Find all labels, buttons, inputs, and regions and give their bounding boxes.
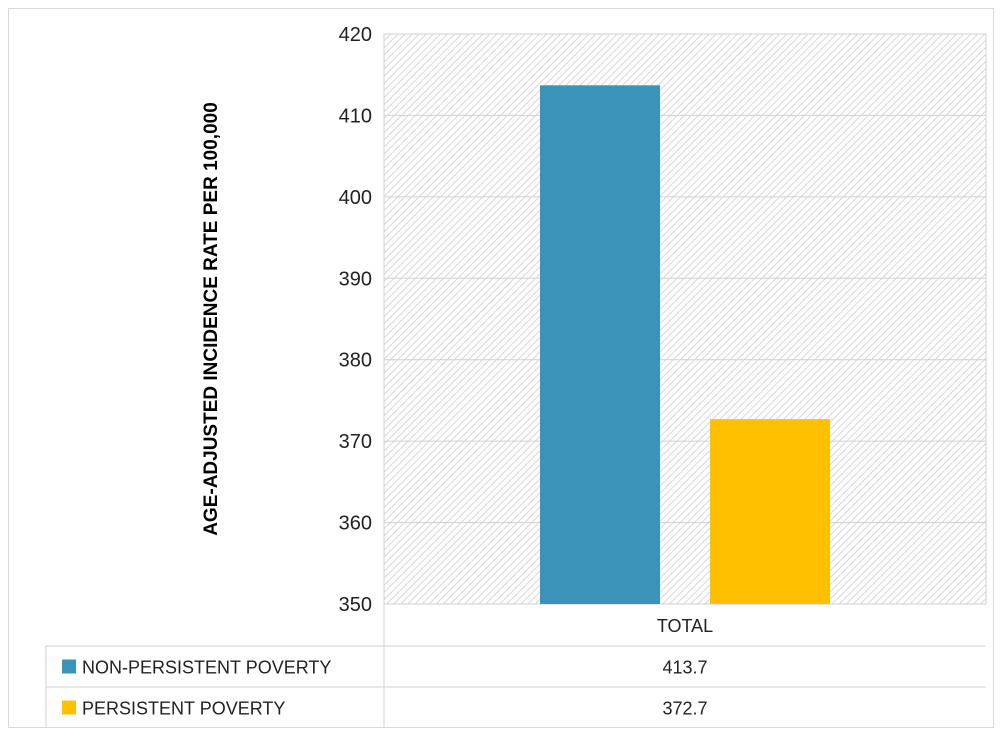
y-tick-label: 350 <box>339 594 372 616</box>
data-label: 413.7 <box>662 658 707 678</box>
chart-frame <box>8 8 994 728</box>
y-axis-label: AGE-ADJUSTED INCIDENCE RATE PER 100,000 <box>201 102 222 536</box>
y-tick-label: 400 <box>339 187 372 209</box>
data-label: 372.7 <box>662 699 707 719</box>
legend-label: NON-PERSISTENT POVERTY <box>82 658 331 678</box>
y-tick-labels: 350 360 370 380 390 400 410 420 <box>339 24 372 616</box>
legend-key <box>62 700 76 715</box>
bar-non-persistent-poverty <box>540 85 660 605</box>
gridlines <box>384 33 986 605</box>
data-table: TOTAL NON-PERSISTENT POVERTY 413.7 PERSISTE… <box>45 604 986 728</box>
y-tick-label: 370 <box>339 431 372 453</box>
legend-label: PERSISTENT POVERTY <box>82 699 285 719</box>
y-tick-label: 360 <box>339 513 372 535</box>
plot-area <box>383 33 987 605</box>
y-tick-label: 390 <box>339 268 372 290</box>
legend-key <box>62 659 76 674</box>
y-tick-label: 420 <box>339 24 372 46</box>
bars <box>540 85 830 605</box>
x-category-label: TOTAL <box>657 616 713 636</box>
y-tick-label: 380 <box>339 350 372 372</box>
bar-persistent-poverty <box>710 419 830 604</box>
y-tick-label: 410 <box>339 105 372 127</box>
